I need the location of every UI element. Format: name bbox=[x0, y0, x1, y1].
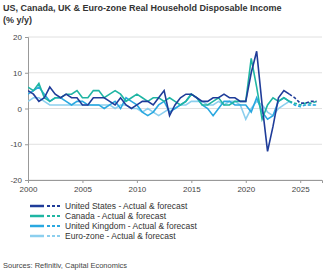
grid bbox=[28, 37, 322, 180]
chart-container: US, Canada, UK & Euro-zone Real Househol… bbox=[0, 0, 325, 273]
tick-label: 20 bbox=[13, 33, 22, 42]
legend-item: United Kingdom - Actual & forecast bbox=[30, 221, 197, 231]
subtitle: (% y/y) bbox=[3, 15, 32, 25]
tick: 2025 bbox=[292, 180, 310, 194]
legend-label: Euro-zone - Actual & forecast bbox=[65, 231, 176, 241]
legend-label: Canada - Actual & forecast bbox=[65, 211, 167, 221]
forecast-line bbox=[289, 94, 316, 103]
tick-mark bbox=[191, 180, 192, 183]
legend-item: Euro-zone - Actual & forecast bbox=[30, 231, 176, 241]
tick-label: 0 bbox=[18, 105, 23, 114]
legend-label: United Kingdom - Actual & forecast bbox=[65, 221, 197, 231]
tick-mark bbox=[25, 37, 28, 38]
tick-label: 10 bbox=[13, 69, 22, 78]
chart: US, Canada, UK & Euro-zone Real Househol… bbox=[0, 0, 325, 273]
grid-line bbox=[28, 72, 322, 73]
legend-swatch bbox=[47, 215, 61, 217]
tick: 2000 bbox=[20, 180, 38, 194]
tick-mark bbox=[82, 180, 83, 183]
tick: 2020 bbox=[237, 180, 255, 194]
tick-label: 2025 bbox=[292, 185, 310, 194]
axis-line bbox=[29, 181, 323, 184]
series-line bbox=[28, 98, 289, 119]
tick: 20 bbox=[13, 33, 28, 42]
tick-label: 2000 bbox=[20, 185, 38, 194]
grid-line bbox=[28, 37, 322, 38]
legend-swatch bbox=[30, 205, 44, 208]
legend-swatch bbox=[30, 215, 44, 218]
y-axis: -20-1001020 bbox=[10, 33, 28, 185]
legend-item: Canada - Actual & forecast bbox=[30, 211, 167, 221]
axis-line bbox=[25, 38, 29, 181]
tick-mark bbox=[25, 109, 28, 110]
x-axis: 2000 2005 2010 2015 2020 2025 bbox=[20, 180, 323, 194]
tick-label: 2020 bbox=[237, 185, 255, 194]
legend-item: United States - Actual & forecast bbox=[30, 201, 188, 211]
source: Sources: Refinitiv, Capital Economics bbox=[3, 261, 127, 270]
forecast-line bbox=[289, 101, 316, 106]
legend-swatch bbox=[47, 205, 61, 207]
tick-mark bbox=[25, 180, 28, 181]
legend-swatch bbox=[47, 225, 61, 227]
tick-mark bbox=[28, 180, 29, 183]
tick: 2010 bbox=[128, 180, 146, 194]
tick-label: 2015 bbox=[183, 185, 201, 194]
tick: 10 bbox=[13, 69, 28, 78]
tick: 0 bbox=[18, 105, 28, 114]
tick-label: -10 bbox=[10, 140, 22, 149]
tick-mark bbox=[300, 180, 301, 183]
tick: 2015 bbox=[183, 180, 201, 194]
series-line bbox=[28, 58, 289, 119]
series-line bbox=[28, 51, 289, 151]
legend-swatch bbox=[47, 235, 61, 237]
tick-mark bbox=[137, 180, 138, 183]
tick-label: 2010 bbox=[128, 185, 146, 194]
legend-swatch bbox=[30, 235, 44, 238]
legend-swatch bbox=[30, 225, 44, 228]
tick: -10 bbox=[10, 140, 28, 149]
grid-line bbox=[28, 144, 322, 145]
plot: -20-1001020200020052010201520202025 bbox=[10, 33, 322, 194]
tick-mark bbox=[25, 73, 28, 74]
tick-label: 2005 bbox=[74, 185, 92, 194]
tick-mark bbox=[246, 180, 247, 183]
tick-mark bbox=[25, 144, 28, 145]
legend: United States - Actual & forecastCanada … bbox=[30, 201, 197, 241]
series-line bbox=[28, 87, 289, 119]
legend-label: United States - Actual & forecast bbox=[65, 201, 188, 211]
lines bbox=[28, 51, 317, 151]
tick: 2005 bbox=[74, 180, 92, 194]
title: US, Canada, UK & Euro-zone Real Househol… bbox=[3, 3, 282, 13]
